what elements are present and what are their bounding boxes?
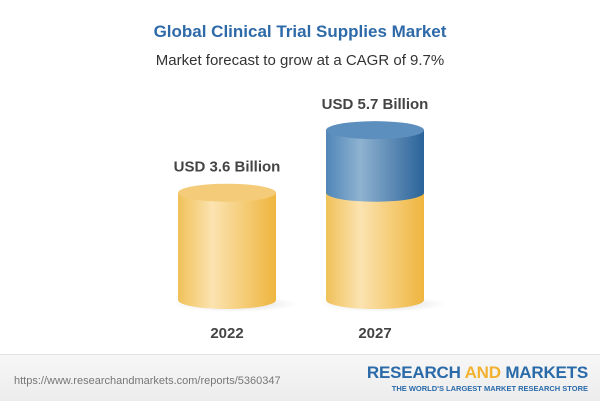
footer: https://www.researchandmarkets.com/repor… <box>0 354 600 401</box>
category-label: 2027 <box>358 325 391 342</box>
brand-and: AND <box>464 363 501 382</box>
bar-top-cap <box>178 183 276 202</box>
bar-base-segment <box>178 192 276 309</box>
chart-title: Global Clinical Trial Supplies Market <box>153 22 447 41</box>
data-label: USD 5.7 Billion <box>322 96 429 113</box>
brand-markets: MARKETS <box>500 363 588 382</box>
chart-subtitle: Market forecast to grow at a CAGR of 9.7… <box>155 52 445 69</box>
brand-logo: RESEARCH AND MARKETS THE WORLD'S LARGEST… <box>367 363 588 393</box>
data-label: USD 3.6 Billion <box>174 159 281 176</box>
cylinder-chart: USD 3.6 Billion 2022 USD 5.7 Billion 2027 <box>172 96 446 342</box>
brand-tagline: THE WORLD'S LARGEST MARKET RESEARCH STOR… <box>391 384 588 393</box>
brand-research: RESEARCH <box>366 363 465 382</box>
bar-growth-segment <box>326 130 424 202</box>
source-url[interactable]: https://www.researchandmarkets.com/repor… <box>14 375 281 387</box>
bar-base-segment <box>326 192 424 309</box>
bar-top-cap <box>326 121 424 140</box>
category-label: 2022 <box>210 325 243 342</box>
